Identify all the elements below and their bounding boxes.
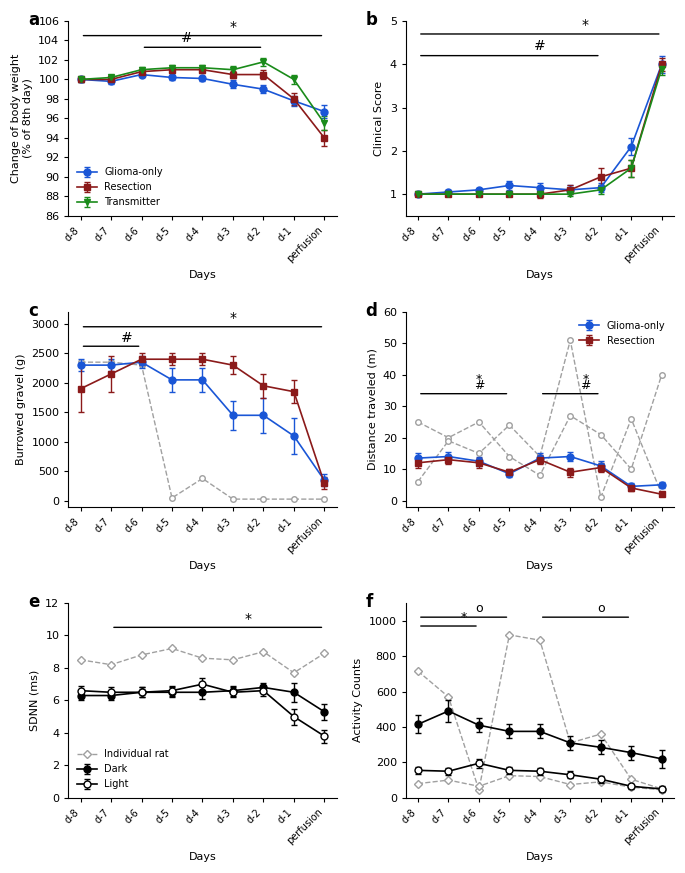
Text: #: # [473,379,484,392]
X-axis label: Days: Days [526,852,553,862]
Legend: Glioma-only, Resection, Transmitter: Glioma-only, Resection, Transmitter [73,163,167,211]
Text: *: * [229,20,236,34]
Y-axis label: Clinical Score: Clinical Score [374,81,384,156]
Text: c: c [28,302,38,320]
Text: *: * [582,17,589,31]
Y-axis label: Distance traveled (m): Distance traveled (m) [367,348,377,471]
Individual rat [138,650,146,660]
X-axis label: Days: Days [526,560,553,571]
Text: d: d [366,302,377,320]
Y-axis label: SDNN (ms): SDNN (ms) [29,670,40,731]
Text: *: * [229,311,236,325]
Individual rat [77,655,85,665]
Y-axis label: Activity Counts: Activity Counts [353,658,363,742]
Individual rat [107,659,115,670]
Individual rat [229,655,237,665]
Individual rat [168,643,176,654]
Text: o: o [475,601,483,615]
Text: #: # [121,331,132,345]
Text: *: * [476,373,482,386]
Text: *: * [245,612,251,626]
Text: *: * [582,373,588,386]
Text: #: # [182,31,193,45]
Line: Individual rat: Individual rat [78,646,327,676]
Individual rat [199,653,207,663]
X-axis label: Days: Days [188,270,216,280]
Legend: Individual rat, Dark, Light: Individual rat, Dark, Light [73,746,173,793]
Text: f: f [366,594,373,611]
Individual rat [320,648,328,658]
Individual rat [290,668,298,678]
Text: #: # [534,39,546,53]
Y-axis label: Burrowed gravel (g): Burrowed gravel (g) [16,354,26,465]
Text: *: * [460,611,466,624]
Text: o: o [597,601,605,615]
Text: a: a [28,11,39,30]
Text: b: b [366,11,377,30]
Individual rat [260,647,268,657]
Y-axis label: Change of body weight
(% of 8th day): Change of body weight (% of 8th day) [11,54,33,183]
Text: #: # [580,379,590,392]
X-axis label: Days: Days [188,560,216,571]
X-axis label: Days: Days [188,852,216,862]
Legend: Glioma-only, Resection: Glioma-only, Resection [575,317,669,349]
Text: e: e [28,594,40,611]
X-axis label: Days: Days [526,270,553,280]
